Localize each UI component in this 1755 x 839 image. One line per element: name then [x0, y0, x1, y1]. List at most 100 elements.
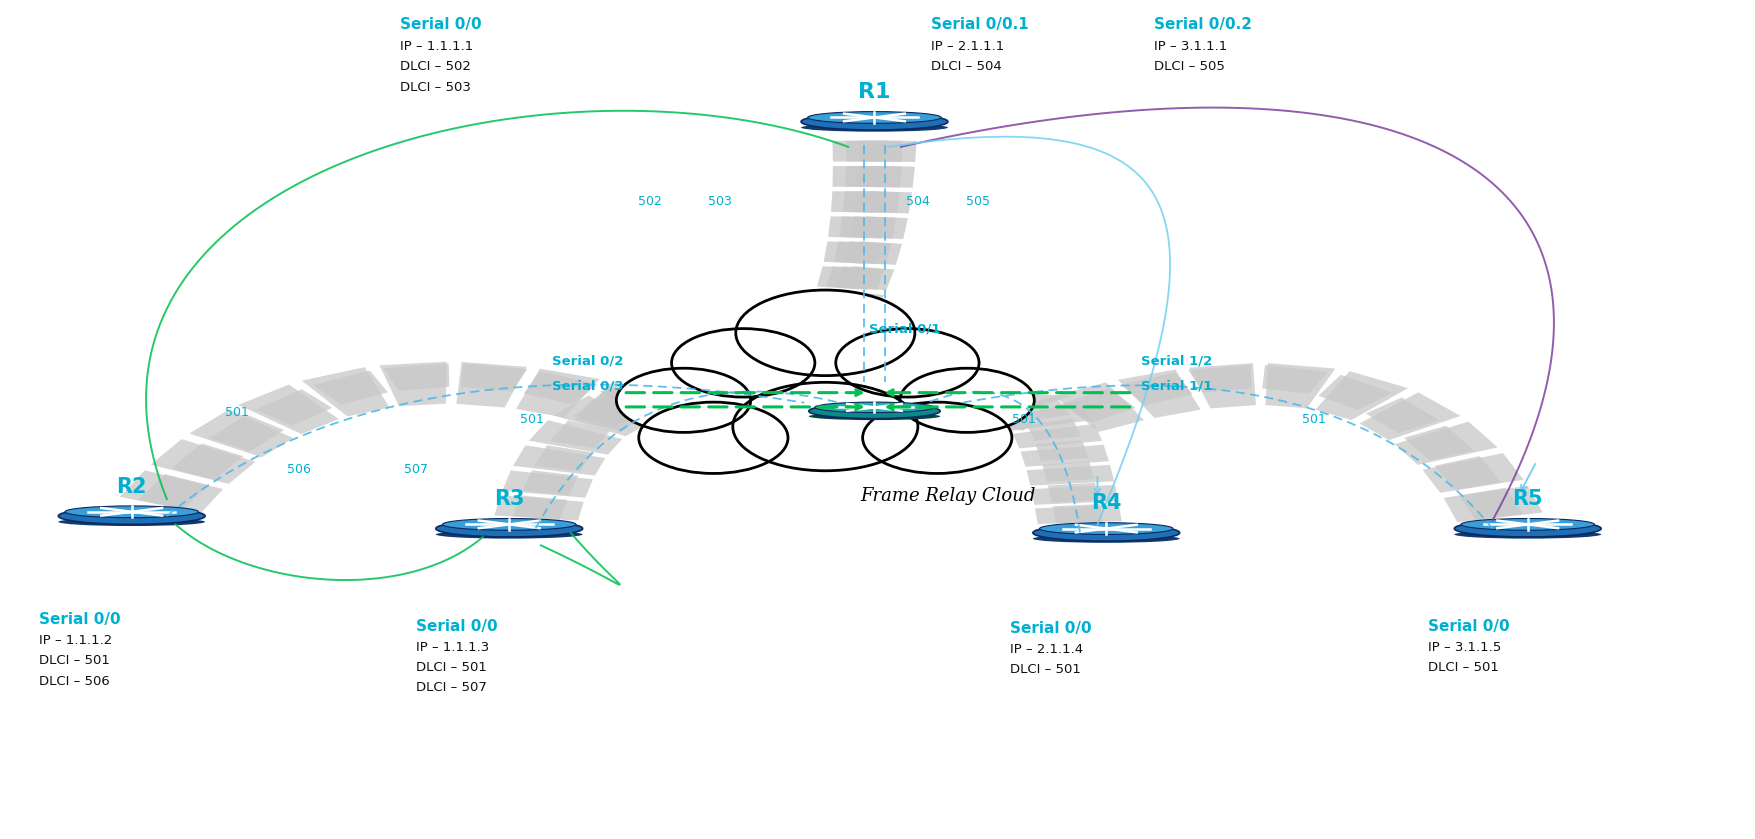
Ellipse shape: [442, 519, 576, 530]
Circle shape: [862, 402, 1011, 473]
Polygon shape: [239, 384, 339, 434]
Ellipse shape: [1032, 534, 1179, 543]
Text: Serial 0/0: Serial 0/0: [416, 619, 497, 634]
Polygon shape: [1358, 393, 1460, 440]
Text: 507: 507: [404, 463, 428, 477]
Polygon shape: [502, 471, 593, 498]
Text: DLCI – 501: DLCI – 501: [416, 661, 486, 674]
Circle shape: [639, 402, 788, 473]
Circle shape: [735, 290, 914, 376]
Text: 504: 504: [906, 195, 930, 208]
Polygon shape: [302, 367, 390, 416]
Polygon shape: [611, 384, 667, 411]
Text: 501: 501: [1011, 413, 1035, 426]
Text: 502: 502: [637, 195, 662, 208]
Text: IP – 2.1.1.4: IP – 2.1.1.4: [1009, 643, 1083, 655]
Polygon shape: [1048, 483, 1099, 503]
Polygon shape: [823, 242, 869, 264]
Text: Serial 0/1: Serial 0/1: [869, 323, 941, 336]
Polygon shape: [846, 141, 888, 162]
Circle shape: [732, 383, 918, 471]
Ellipse shape: [809, 404, 939, 419]
Circle shape: [616, 368, 751, 432]
Polygon shape: [818, 315, 870, 341]
Text: Serial 1/2: Serial 1/2: [1141, 354, 1213, 367]
Text: IP – 1.1.1.1: IP – 1.1.1.1: [400, 40, 474, 53]
Text: R1: R1: [858, 82, 890, 102]
Polygon shape: [583, 388, 660, 423]
Polygon shape: [844, 266, 893, 290]
Text: DLCI – 504: DLCI – 504: [930, 60, 1000, 73]
Ellipse shape: [58, 508, 205, 524]
Polygon shape: [816, 266, 863, 289]
Text: R2: R2: [116, 477, 147, 497]
Polygon shape: [697, 393, 777, 438]
Text: Serial 0/3: Serial 0/3: [551, 379, 623, 393]
Polygon shape: [1262, 365, 1327, 393]
Text: DLCI – 505: DLCI – 505: [1153, 60, 1223, 73]
Ellipse shape: [800, 123, 948, 132]
Polygon shape: [1314, 371, 1408, 420]
Polygon shape: [190, 409, 293, 457]
Polygon shape: [1027, 465, 1113, 486]
Polygon shape: [867, 191, 911, 213]
Text: R5: R5: [1511, 489, 1543, 509]
Text: IP – 1.1.1.3: IP – 1.1.1.3: [416, 641, 490, 654]
Ellipse shape: [1460, 519, 1594, 530]
Polygon shape: [516, 368, 598, 418]
Polygon shape: [670, 385, 728, 414]
Polygon shape: [1002, 401, 1092, 431]
Circle shape: [670, 329, 814, 397]
Ellipse shape: [65, 506, 198, 518]
Text: IP – 2.1.1.1: IP – 2.1.1.1: [930, 40, 1004, 53]
Polygon shape: [534, 446, 591, 472]
Polygon shape: [495, 495, 583, 520]
Polygon shape: [667, 383, 728, 427]
Polygon shape: [1118, 369, 1200, 418]
Text: DLCI – 503: DLCI – 503: [400, 81, 470, 93]
Polygon shape: [151, 439, 254, 484]
Polygon shape: [209, 414, 284, 451]
Text: Serial 0/0: Serial 0/0: [39, 612, 119, 628]
Ellipse shape: [1032, 524, 1179, 541]
Polygon shape: [1458, 487, 1522, 521]
Polygon shape: [553, 395, 642, 436]
Polygon shape: [1422, 453, 1523, 492]
Polygon shape: [1027, 419, 1081, 440]
Polygon shape: [379, 362, 446, 406]
Polygon shape: [706, 399, 769, 430]
Text: Serial 0/0.1: Serial 0/0.1: [930, 17, 1028, 32]
Polygon shape: [460, 363, 526, 392]
Polygon shape: [1051, 504, 1102, 524]
Polygon shape: [1318, 375, 1392, 409]
Polygon shape: [835, 266, 885, 290]
Polygon shape: [979, 391, 1071, 421]
Polygon shape: [832, 291, 885, 315]
Text: DLCI – 501: DLCI – 501: [1009, 663, 1079, 675]
Ellipse shape: [809, 413, 939, 420]
Polygon shape: [1434, 456, 1501, 490]
Polygon shape: [572, 397, 635, 427]
Polygon shape: [1030, 485, 1118, 505]
Polygon shape: [853, 242, 902, 265]
Polygon shape: [1020, 445, 1109, 466]
Polygon shape: [549, 420, 611, 448]
Polygon shape: [832, 166, 874, 187]
Polygon shape: [855, 191, 899, 213]
Polygon shape: [834, 242, 879, 264]
Polygon shape: [1120, 373, 1192, 405]
Polygon shape: [1014, 396, 1071, 421]
Polygon shape: [1365, 398, 1437, 433]
Polygon shape: [1060, 388, 1135, 423]
Polygon shape: [523, 471, 577, 496]
Polygon shape: [512, 446, 605, 476]
Polygon shape: [1053, 383, 1144, 432]
Polygon shape: [119, 471, 223, 513]
Polygon shape: [1013, 424, 1102, 448]
Polygon shape: [456, 362, 526, 408]
Text: DLCI – 502: DLCI – 502: [400, 60, 470, 73]
Text: IP – 1.1.1.2: IP – 1.1.1.2: [39, 634, 112, 647]
Polygon shape: [962, 401, 1020, 425]
Polygon shape: [827, 266, 874, 289]
Polygon shape: [1188, 363, 1255, 409]
